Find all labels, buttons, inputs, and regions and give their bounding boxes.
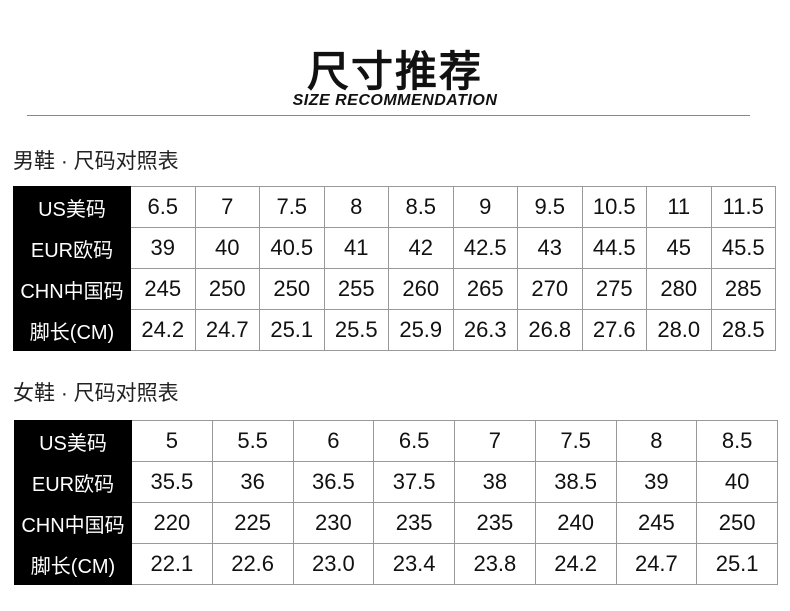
table-cell: 28.5 (710, 309, 776, 351)
table-cell: 9.5 (517, 186, 583, 228)
table-cell: 5 (131, 420, 213, 462)
table-cell: 26.3 (452, 309, 518, 351)
table-cell: 22.1 (131, 543, 213, 585)
table-row: US美码 6.5 7 7.5 8 8.5 9 9.5 10.5 11 11.5 (13, 186, 776, 228)
table-cell: 11.5 (710, 186, 776, 228)
table-cell: 39 (130, 227, 196, 269)
table-cell: 6.5 (373, 420, 455, 462)
row-header: 脚长(CM) (14, 543, 132, 585)
table-cell: 250 (696, 502, 778, 544)
table-cell: 43 (517, 227, 583, 269)
table-cell: 42.5 (452, 227, 518, 269)
table-cell: 11 (646, 186, 712, 228)
table-cell: 280 (646, 268, 712, 310)
table-cell: 250 (194, 268, 260, 310)
table-row: CHN中国码 220 225 230 235 235 240 245 250 (14, 502, 778, 544)
table-cell: 27.6 (581, 309, 647, 351)
table-cell: 41 (323, 227, 389, 269)
page-subtitle: SIZE RECOMMENDATION (292, 92, 498, 109)
women-section-label: 女鞋 · 尺码对照表 (13, 382, 179, 405)
table-cell: 230 (292, 502, 375, 544)
row-header: 脚长(CM) (13, 309, 131, 351)
table-cell: 23.4 (373, 543, 455, 585)
table-cell: 42 (388, 227, 454, 269)
table-cell: 270 (517, 268, 583, 310)
table-row: EUR欧码 39 40 40.5 41 42 42.5 43 44.5 45 45.5 (13, 227, 776, 269)
table-cell: 8 (615, 420, 698, 462)
table-row: 脚长(CM) 22.1 22.6 23.0 23.4 23.8 24.2 24.7 25.1 (14, 543, 778, 585)
table-cell: 260 (388, 268, 454, 310)
table-cell: 22.6 (211, 543, 294, 585)
table-cell: 38 (454, 461, 536, 503)
row-header: CHN中国码 (14, 502, 132, 544)
divider (27, 115, 750, 116)
table-cell: 24.2 (534, 543, 617, 585)
table-cell: 25.1 (259, 309, 325, 351)
table-cell: 23.0 (292, 543, 375, 585)
table-cell: 275 (581, 268, 647, 310)
table-cell: 7 (194, 186, 260, 228)
table-cell: 26.8 (517, 309, 583, 351)
table-cell: 36.5 (292, 461, 375, 503)
table-cell: 37.5 (373, 461, 455, 503)
table-cell: 7.5 (259, 186, 325, 228)
table-cell: 35.5 (131, 461, 213, 503)
table-row: US美码 5 5.5 6 6.5 7 7.5 8 8.5 (14, 420, 778, 462)
table-cell: 24.7 (194, 309, 260, 351)
page-title: 尺寸推荐 (306, 48, 483, 95)
table-row: 脚长(CM) 24.2 24.7 25.1 25.5 25.9 26.3 26.8 27.6 28… (13, 309, 776, 351)
table-cell: 24.7 (615, 543, 698, 585)
table-cell: 44.5 (581, 227, 647, 269)
table-cell: 23.8 (454, 543, 536, 585)
row-header: US美码 (14, 420, 132, 462)
table-cell: 240 (534, 502, 617, 544)
table-cell: 9 (452, 186, 518, 228)
table-cell: 40.5 (259, 227, 325, 269)
table-cell: 25.1 (696, 543, 778, 585)
table-row: CHN中国码 245 250 250 255 260 265 270 275 280 285 (13, 268, 776, 310)
table-cell: 25.5 (323, 309, 389, 351)
table-cell: 7 (454, 420, 536, 462)
table-cell: 235 (373, 502, 455, 544)
table-cell: 8.5 (696, 420, 778, 462)
table-cell: 6.5 (130, 186, 196, 228)
table-row: EUR欧码 35.5 36 36.5 37.5 38 38.5 39 40 (14, 461, 778, 503)
table-cell: 36 (211, 461, 294, 503)
women-size-table: US美码 5 5.5 6 6.5 7 7.5 8 8.5 EUR欧码 35.5 36 36.5 37.5 3… (14, 420, 778, 585)
table-cell: 8.5 (388, 186, 454, 228)
row-header: EUR欧码 (13, 227, 131, 269)
table-cell: 6 (292, 420, 375, 462)
table-cell: 285 (710, 268, 776, 310)
row-header: US美码 (13, 186, 131, 228)
table-cell: 40 (696, 461, 778, 503)
table-cell: 255 (323, 268, 389, 310)
table-cell: 45.5 (710, 227, 776, 269)
table-cell: 235 (454, 502, 536, 544)
table-cell: 225 (211, 502, 294, 544)
row-header: EUR欧码 (14, 461, 132, 503)
table-cell: 8 (323, 186, 389, 228)
table-cell: 5.5 (211, 420, 294, 462)
table-cell: 250 (259, 268, 325, 310)
table-cell: 40 (194, 227, 260, 269)
table-cell: 45 (646, 227, 712, 269)
men-section-label: 男鞋 · 尺码对照表 (13, 150, 179, 173)
table-cell: 245 (615, 502, 698, 544)
table-cell: 24.2 (130, 309, 196, 351)
table-cell: 220 (131, 502, 213, 544)
table-cell: 39 (615, 461, 698, 503)
table-cell: 245 (130, 268, 196, 310)
table-cell: 28.0 (646, 309, 712, 351)
row-header: CHN中国码 (13, 268, 131, 310)
table-cell: 10.5 (581, 186, 647, 228)
table-cell: 25.9 (388, 309, 454, 351)
table-cell: 265 (452, 268, 518, 310)
table-cell: 7.5 (534, 420, 617, 462)
table-cell: 38.5 (534, 461, 617, 503)
men-size-table: US美码 6.5 7 7.5 8 8.5 9 9.5 10.5 11 11.5 EUR欧码 39 40 40… (13, 186, 776, 351)
